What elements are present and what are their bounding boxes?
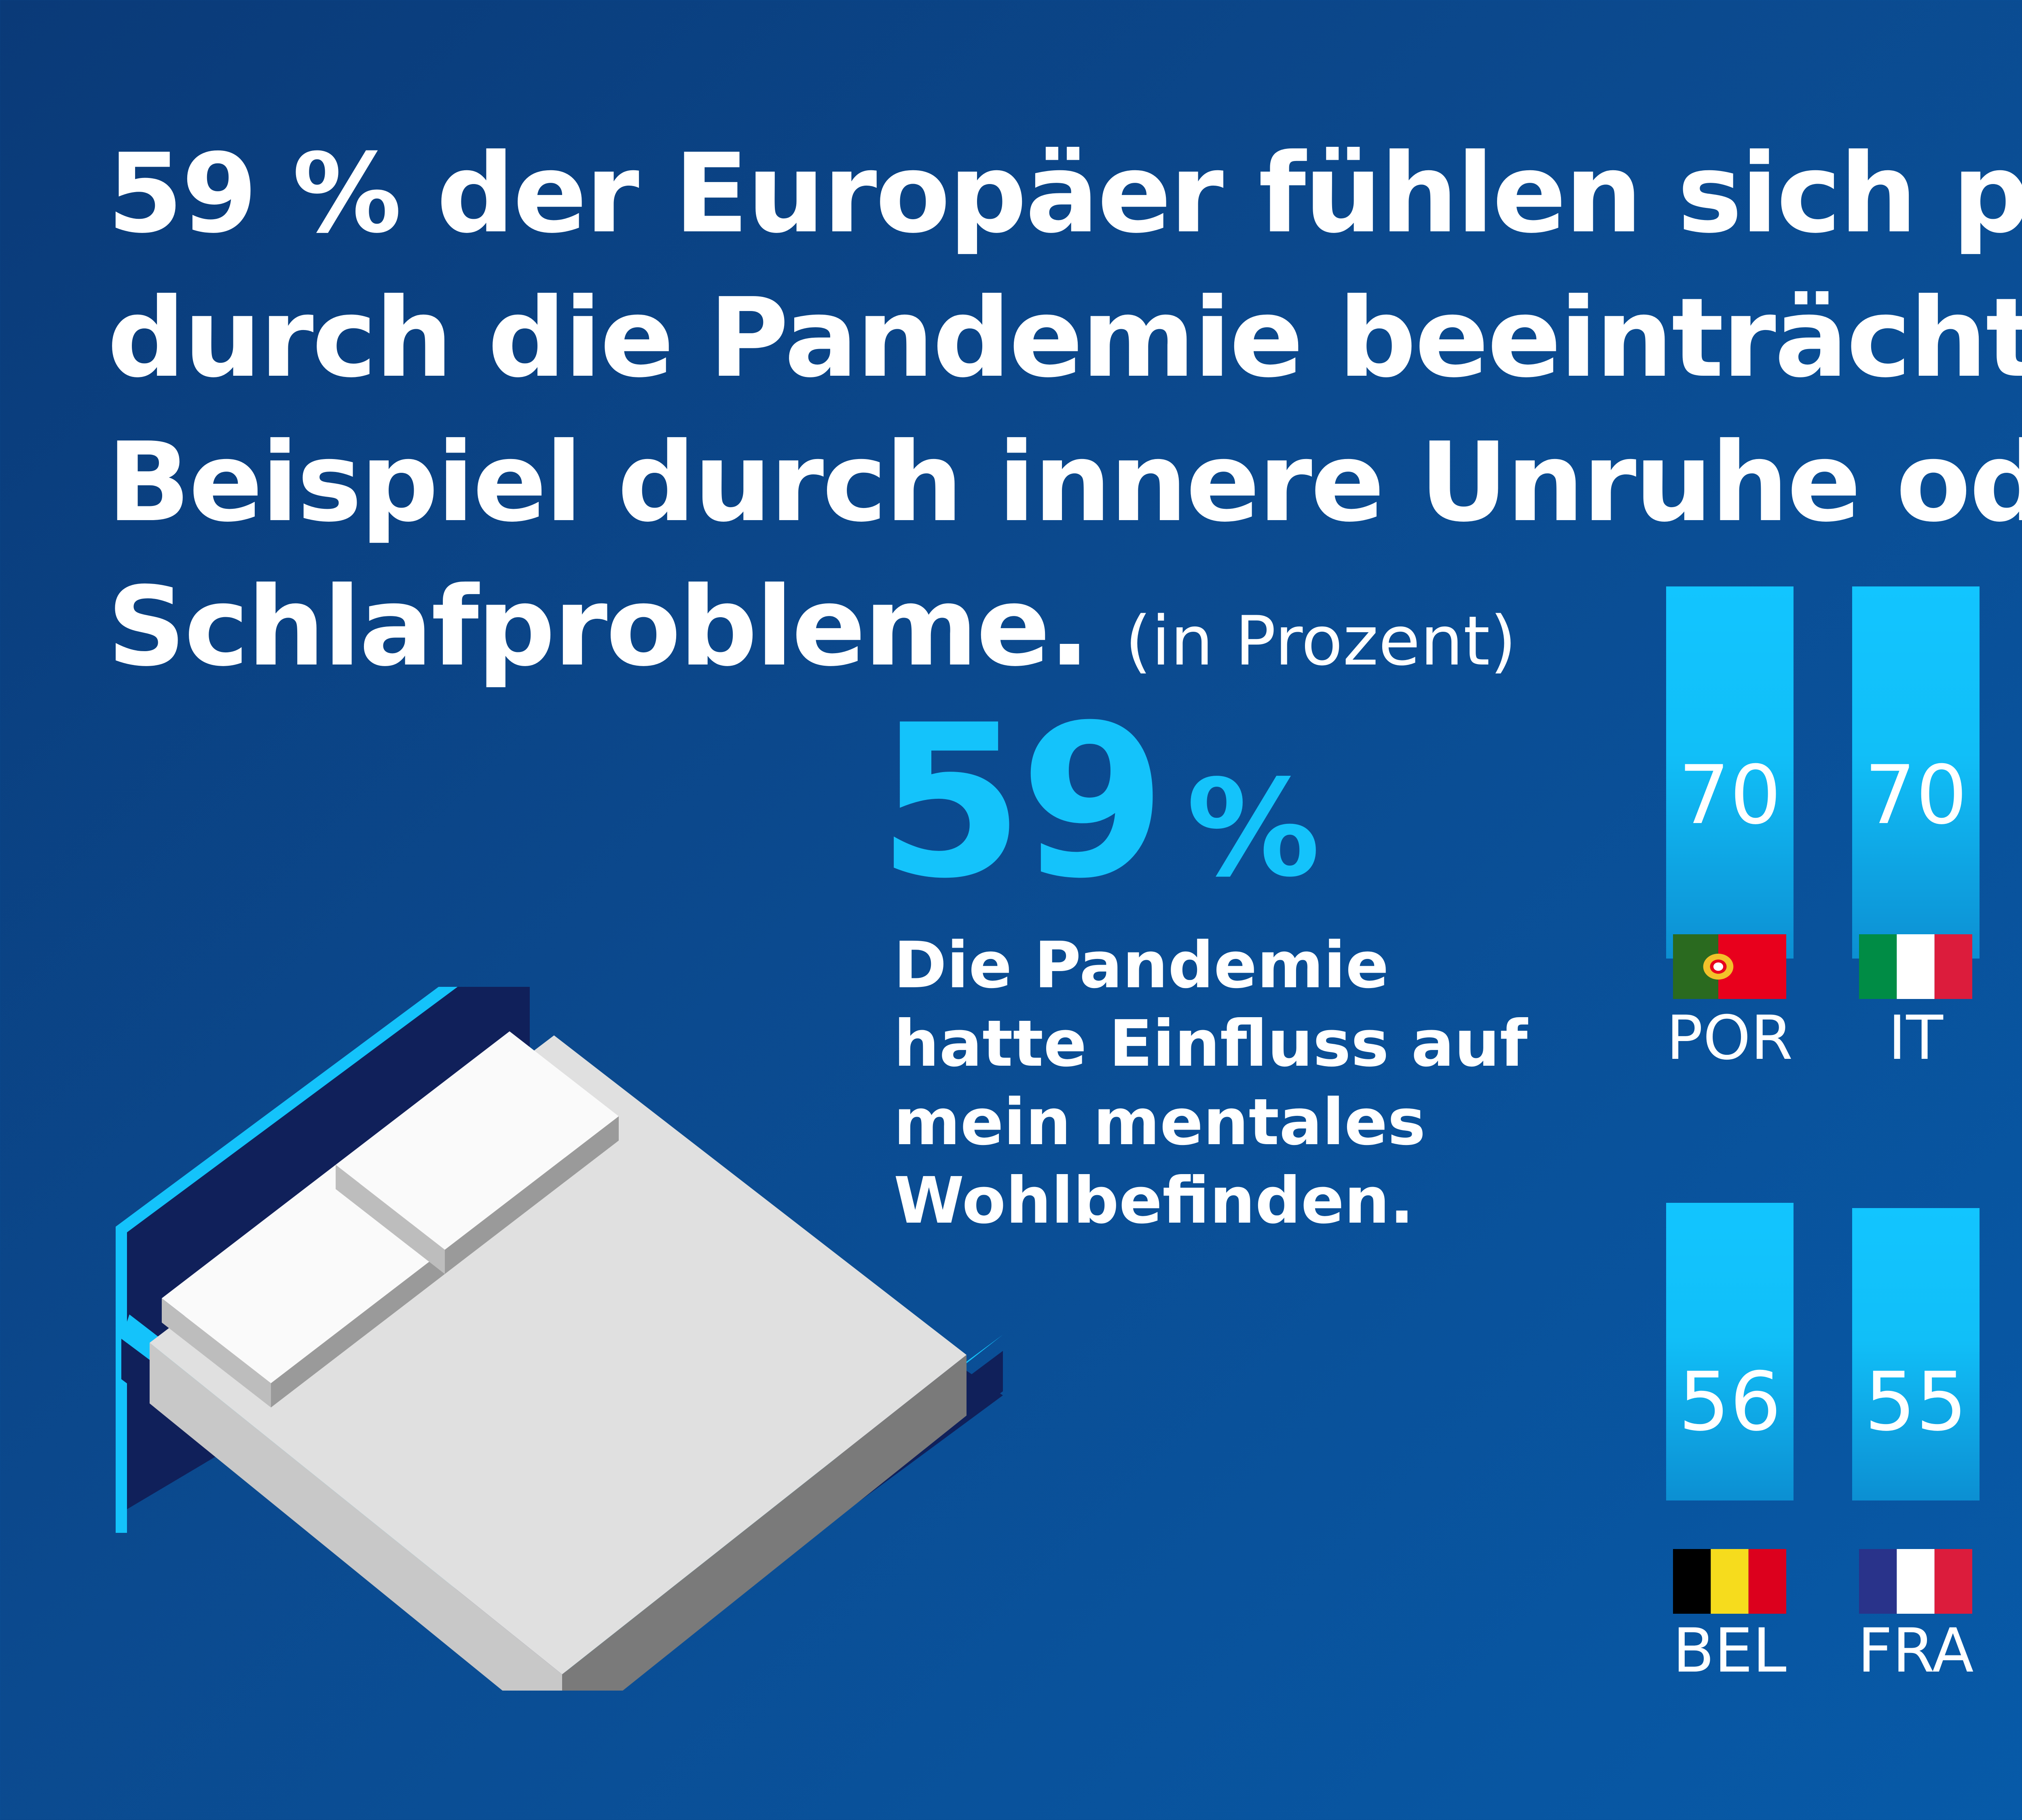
bar-value-label: 70 xyxy=(1864,748,1967,842)
country-label: BEL xyxy=(1673,1616,1787,1686)
bar-value-label: 55 xyxy=(1864,1355,1967,1449)
highlight-value: 59 xyxy=(878,679,1166,925)
bar-bel xyxy=(1666,1203,1794,1500)
bar-fra xyxy=(1852,1208,1980,1500)
title-unit: (in Prozent) xyxy=(1125,601,1516,681)
bar-value-label: 70 xyxy=(1678,748,1781,842)
country-label: AUT xyxy=(2009,1616,2022,1686)
bed-illustration xyxy=(116,987,1003,1691)
flag-france-icon xyxy=(1859,1549,1972,1614)
country-label: POR xyxy=(1666,1003,1793,1073)
bar-value-label: 56 xyxy=(1678,1355,1781,1449)
bar-por xyxy=(1666,586,1794,959)
flag-belgium-icon xyxy=(1673,1549,1786,1614)
country-label: IT xyxy=(1888,1003,1943,1073)
page-title: 59 % der Europäer fühlen sich psychisch … xyxy=(107,121,2022,713)
highlight-percentage: 59% xyxy=(878,679,1320,925)
bar-it xyxy=(1852,586,1980,959)
country-label: FRA xyxy=(1857,1616,1974,1686)
highlight-symbol: % xyxy=(1186,751,1320,906)
flag-italy-icon xyxy=(1859,934,1972,999)
title-text: 59 % der Europäer fühlen sich psychisch … xyxy=(107,130,2022,690)
country-label: POL xyxy=(2009,1003,2022,1073)
flag-portugal-icon xyxy=(1673,934,1786,999)
highlight-description: Die Pandemie hatte Einfluss auf mein men… xyxy=(894,928,1528,1238)
